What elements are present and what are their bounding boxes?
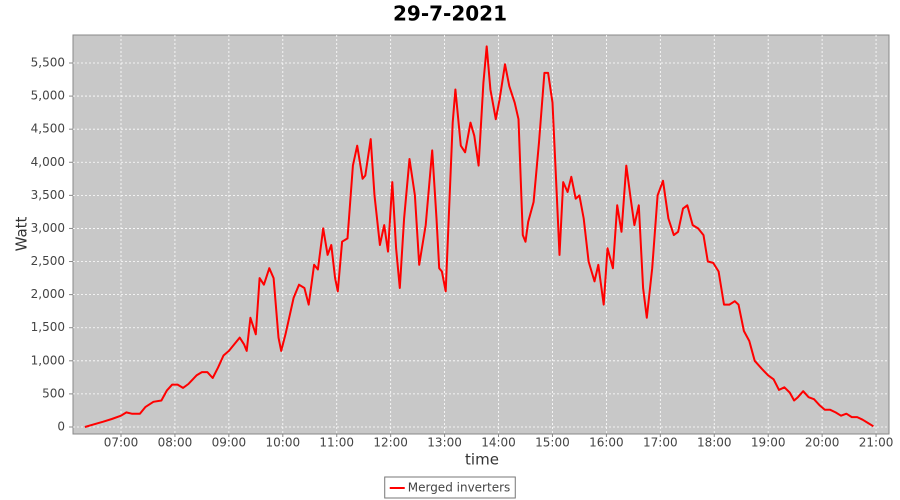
x-tick-label: 21:00 (859, 436, 894, 450)
x-tick-label: 09:00 (212, 436, 247, 450)
data-line (84, 45, 874, 428)
x-tick-label: 12:00 (373, 436, 408, 450)
x-tick-label: 13:00 (427, 436, 462, 450)
x-tick-label: 11:00 (319, 436, 354, 450)
x-tick-label: 19:00 (751, 436, 786, 450)
x-tick-label: 14:00 (481, 436, 516, 450)
y-axis-title: Watt (13, 216, 31, 251)
y-tick-label: 3,000 (31, 221, 65, 235)
y-tick-label: 2,500 (31, 254, 65, 268)
y-tick-label: 5,000 (31, 89, 65, 103)
legend: Merged inverters (384, 476, 516, 499)
x-tick-label: 07:00 (104, 436, 139, 450)
plot-area (72, 34, 890, 435)
x-tick-label: 15:00 (535, 436, 570, 450)
x-tick-label: 20:00 (805, 436, 840, 450)
y-tick-label: 1,500 (31, 320, 65, 334)
x-tick-label: 17:00 (643, 436, 678, 450)
legend-box (384, 476, 516, 499)
y-tick-label: 5,500 (31, 55, 65, 69)
y-tick-label: 4,500 (31, 122, 65, 136)
x-tick-label: 16:00 (589, 436, 624, 450)
y-tick-label: 2,000 (31, 287, 65, 301)
x-axis-title: time (465, 451, 499, 469)
y-tick-label: 500 (42, 386, 65, 400)
y-tick-label: 4,000 (31, 155, 65, 169)
x-tick-label: 18:00 (697, 436, 732, 450)
legend-label: Merged inverters (408, 481, 511, 495)
x-tick-label: 08:00 (158, 436, 193, 450)
y-tick-label: 0 (57, 419, 65, 433)
chart-title: 29-7-2021 (393, 2, 507, 26)
x-tick-label: 10:00 (266, 436, 301, 450)
y-tick-label: 1,000 (31, 353, 65, 367)
y-tick-label: 3,500 (31, 188, 65, 202)
